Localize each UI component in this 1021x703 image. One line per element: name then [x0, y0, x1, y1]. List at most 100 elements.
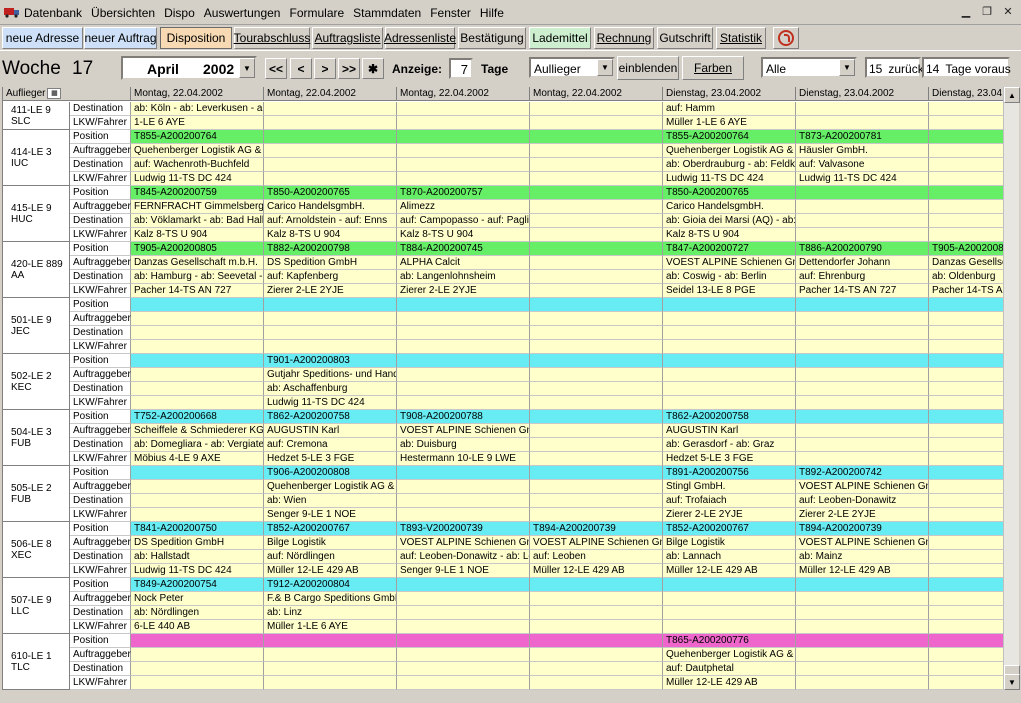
vehicle-label[interactable]: 415-LE 9 HUC: [3, 186, 70, 242]
grid-cell[interactable]: [397, 312, 530, 326]
grid-cell[interactable]: Kalz 8-TS U 904: [397, 228, 530, 242]
grid-cell[interactable]: [131, 662, 264, 676]
grid-cell[interactable]: auf: Leoben-Donawitz - ab: Leo: [397, 550, 530, 564]
grid-cell[interactable]: Nock Peter: [131, 592, 264, 606]
menu-item-1[interactable]: Übersichten: [91, 5, 156, 20]
grid-cell[interactable]: Möbius 4-LE 9 AXE: [131, 452, 264, 466]
grid-cell[interactable]: [929, 228, 1003, 242]
grid-cell[interactable]: Zierer 2-LE 2YJE: [397, 284, 530, 298]
grid-cell[interactable]: [131, 648, 264, 662]
grid-cell[interactable]: [131, 326, 264, 340]
grid-cell[interactable]: T850-A200200765: [264, 186, 397, 200]
grid-cell[interactable]: auf: Nördlingen: [264, 550, 397, 564]
menu-item-5[interactable]: Stammdaten: [353, 5, 422, 20]
grid-cell[interactable]: T893-V200200739: [397, 522, 530, 536]
grid-cell[interactable]: [663, 620, 796, 634]
grid-cell[interactable]: [663, 312, 796, 326]
grid-cell[interactable]: ab: Vöklamarkt - ab: Bad Hall: [131, 214, 264, 228]
grid-cell[interactable]: 1-LE 6 AYE: [131, 116, 264, 130]
grid-cell[interactable]: ab: Oldenburg: [929, 270, 1003, 284]
last-week-button[interactable]: >>: [338, 58, 360, 79]
toolbar-button-2[interactable]: Disposition: [160, 27, 232, 49]
days-ahead-input[interactable]: 14 Tage voraus: [922, 57, 1011, 78]
grid-cell[interactable]: Pacher 14-TS AN: [929, 284, 1003, 298]
grid-cell[interactable]: auf: Arnoldstein - auf: Enns: [264, 214, 397, 228]
grid-cell[interactable]: VOEST ALPINE Schienen GmbH: [530, 536, 663, 550]
scroll-up-icon[interactable]: ▲: [1004, 87, 1020, 103]
grid-cell[interactable]: Pacher 14-TS AN 727: [131, 284, 264, 298]
grid-cell[interactable]: [929, 410, 1003, 424]
vehicle-label[interactable]: 501-LE 9 JEC: [3, 298, 70, 354]
grid-cell[interactable]: T901-A200200803: [264, 354, 397, 368]
grid-cell[interactable]: Seidel 13-LE 8 PGE: [663, 284, 796, 298]
grid-cell[interactable]: [796, 312, 929, 326]
grid-cell[interactable]: [929, 662, 1003, 676]
grid-cell[interactable]: T873-A200200781: [796, 130, 929, 144]
grid-cell[interactable]: Häusler GmbH.: [796, 144, 929, 158]
grid-cell[interactable]: [397, 158, 530, 172]
grid-cell[interactable]: [796, 592, 929, 606]
grid-cell[interactable]: [796, 214, 929, 228]
grid-cell[interactable]: ab: Hamburg - ab: Seevetal - ab: [131, 270, 264, 284]
grid-cell[interactable]: [929, 480, 1003, 494]
grid-cell[interactable]: [131, 340, 264, 354]
grid-cell[interactable]: [397, 648, 530, 662]
month-year-select[interactable]: April 2002 ▼: [121, 56, 257, 80]
grid-cell[interactable]: ab: Langenlohnsheim: [397, 270, 530, 284]
grid-cell[interactable]: VOEST ALPINE Schienen GmbH: [397, 536, 530, 550]
grid-cell[interactable]: ab: Duisburg: [397, 438, 530, 452]
grid-cell[interactable]: [264, 172, 397, 186]
grid-cell[interactable]: auf: Campopasso - auf: Paglieta: [397, 214, 530, 228]
grid-cell[interactable]: T892-A200200742: [796, 466, 929, 480]
grid-cell[interactable]: auf: Ehrenburg: [796, 270, 929, 284]
grid-cell[interactable]: T862-A200200758: [264, 410, 397, 424]
grid-cell[interactable]: ab: Nördlingen: [131, 606, 264, 620]
grid-cell[interactable]: [264, 130, 397, 144]
grid-cell[interactable]: [397, 676, 530, 690]
grid-cell[interactable]: T908-A200200788: [397, 410, 530, 424]
grid-cell[interactable]: Ludwig 11-TS DC 424: [131, 564, 264, 578]
grid-cell[interactable]: [264, 298, 397, 312]
grid-cell[interactable]: [397, 662, 530, 676]
grid-cell[interactable]: T894-A200200739: [530, 522, 663, 536]
grid-cell[interactable]: T850-A200200765: [663, 186, 796, 200]
grid-cell[interactable]: DS Spedition GmbH: [264, 256, 397, 270]
grid-cell[interactable]: [530, 452, 663, 466]
grid-cell[interactable]: [530, 480, 663, 494]
grid-cell[interactable]: auf: Wachenroth-Buchfeld: [131, 158, 264, 172]
grid-cell[interactable]: Alimezz: [397, 200, 530, 214]
grid-cell[interactable]: T891-A200200756: [663, 466, 796, 480]
grid-cell[interactable]: auf: Trofaiach: [663, 494, 796, 508]
grid-cell[interactable]: Hestermann 10-LE 9 LWE: [397, 452, 530, 466]
grid-cell[interactable]: T855-A200200764: [131, 130, 264, 144]
grid-cell[interactable]: [796, 354, 929, 368]
grid-cell[interactable]: [796, 368, 929, 382]
minimize-icon[interactable]: ▁: [961, 6, 971, 18]
grid-cell[interactable]: Kalz 8-TS U 904: [131, 228, 264, 242]
restore-icon[interactable]: ❐: [982, 6, 992, 18]
grid-cell[interactable]: [397, 130, 530, 144]
vehicle-label[interactable]: 504-LE 3 FUB: [3, 410, 70, 466]
grid-cell[interactable]: [530, 130, 663, 144]
menu-item-2[interactable]: Dispo: [164, 5, 195, 20]
close-icon[interactable]: ✕: [1003, 6, 1013, 18]
grid-cell[interactable]: [929, 620, 1003, 634]
grid-cell[interactable]: [530, 270, 663, 284]
grid-cell[interactable]: [796, 298, 929, 312]
grid-cell[interactable]: [530, 424, 663, 438]
grid-cell[interactable]: auf: Cremona: [264, 438, 397, 452]
grid-cell[interactable]: [663, 592, 796, 606]
grid-cell[interactable]: [397, 578, 530, 592]
grid-cell[interactable]: [530, 242, 663, 256]
grid-cell[interactable]: [530, 298, 663, 312]
help-button[interactable]: [773, 27, 799, 49]
grid-cell[interactable]: [929, 200, 1003, 214]
grid-cell[interactable]: [530, 508, 663, 522]
grid-cell[interactable]: [530, 676, 663, 690]
menu-item-7[interactable]: Hilfe: [479, 5, 504, 20]
grid-cell[interactable]: [264, 144, 397, 158]
grid-cell[interactable]: [929, 606, 1003, 620]
grid-cell[interactable]: [663, 382, 796, 396]
grid-cell[interactable]: [929, 340, 1003, 354]
grid-cell[interactable]: [264, 102, 397, 116]
